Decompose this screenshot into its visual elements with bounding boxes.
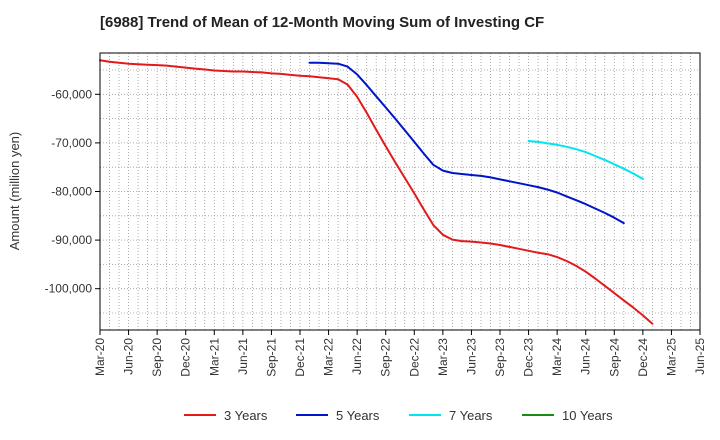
- x-tick-label: Jun-24: [579, 338, 593, 375]
- y-tick-label: -60,000: [51, 87, 92, 101]
- legend: 3 Years 5 Years 7 Years 10 Years: [184, 408, 613, 423]
- x-tick-label: Sep-23: [493, 338, 507, 377]
- legend-label-7-years: 7 Years: [449, 408, 493, 423]
- series-line-3-years: [99, 59, 654, 325]
- x-axis: Mar-20 Jun-20 Sep-20 Dec-20 Mar-21 Jun-21 Sep-…: [93, 330, 707, 377]
- x-tick-label: Sep-20: [150, 338, 164, 377]
- legend-label-10-years: 10 Years: [562, 408, 613, 423]
- y-axis-title: Amount (million yen): [7, 132, 22, 251]
- y-axis: -60,000 -70,000 -80,000 -90,000 -100,000: [45, 87, 100, 296]
- series-line-5-years: [308, 61, 625, 225]
- x-tick-label: Sep-21: [264, 338, 278, 377]
- x-tick-label: Mar-24: [550, 338, 564, 376]
- legend-label-3-years: 3 Years: [224, 408, 268, 423]
- x-tick-label: Mar-23: [436, 338, 450, 376]
- x-tick-label: Mar-22: [322, 338, 336, 376]
- y-tick-label: -80,000: [51, 185, 92, 199]
- x-tick-label: Jun-22: [350, 338, 364, 375]
- y-tick-label: -100,000: [45, 282, 93, 296]
- legend-label-5-years: 5 Years: [336, 408, 380, 423]
- x-tick-label: Jun-23: [464, 338, 478, 375]
- grid: [100, 53, 700, 330]
- x-tick-label: Jun-20: [122, 338, 136, 375]
- x-tick-label: Jun-21: [236, 338, 250, 375]
- x-tick-label: Dec-24: [636, 338, 650, 377]
- y-tick-label: -70,000: [51, 136, 92, 150]
- x-tick-label: Mar-21: [207, 338, 221, 376]
- x-tick-label: Mar-20: [93, 338, 107, 376]
- x-tick-label: Sep-24: [607, 338, 621, 377]
- x-tick-label: Dec-22: [407, 338, 421, 377]
- series-line-7-years: [527, 140, 644, 180]
- y-tick-label: -90,000: [51, 233, 92, 247]
- x-tick-label: Jun-25: [693, 338, 707, 375]
- x-tick-label: Dec-20: [179, 338, 193, 377]
- chart-title: [6988] Trend of Mean of 12-Month Moving …: [100, 14, 545, 31]
- series-group: [99, 59, 654, 325]
- x-tick-label: Dec-23: [522, 338, 536, 377]
- x-tick-label: Dec-21: [293, 338, 307, 377]
- x-tick-label: Sep-22: [379, 338, 393, 377]
- x-tick-label: Mar-25: [664, 338, 678, 376]
